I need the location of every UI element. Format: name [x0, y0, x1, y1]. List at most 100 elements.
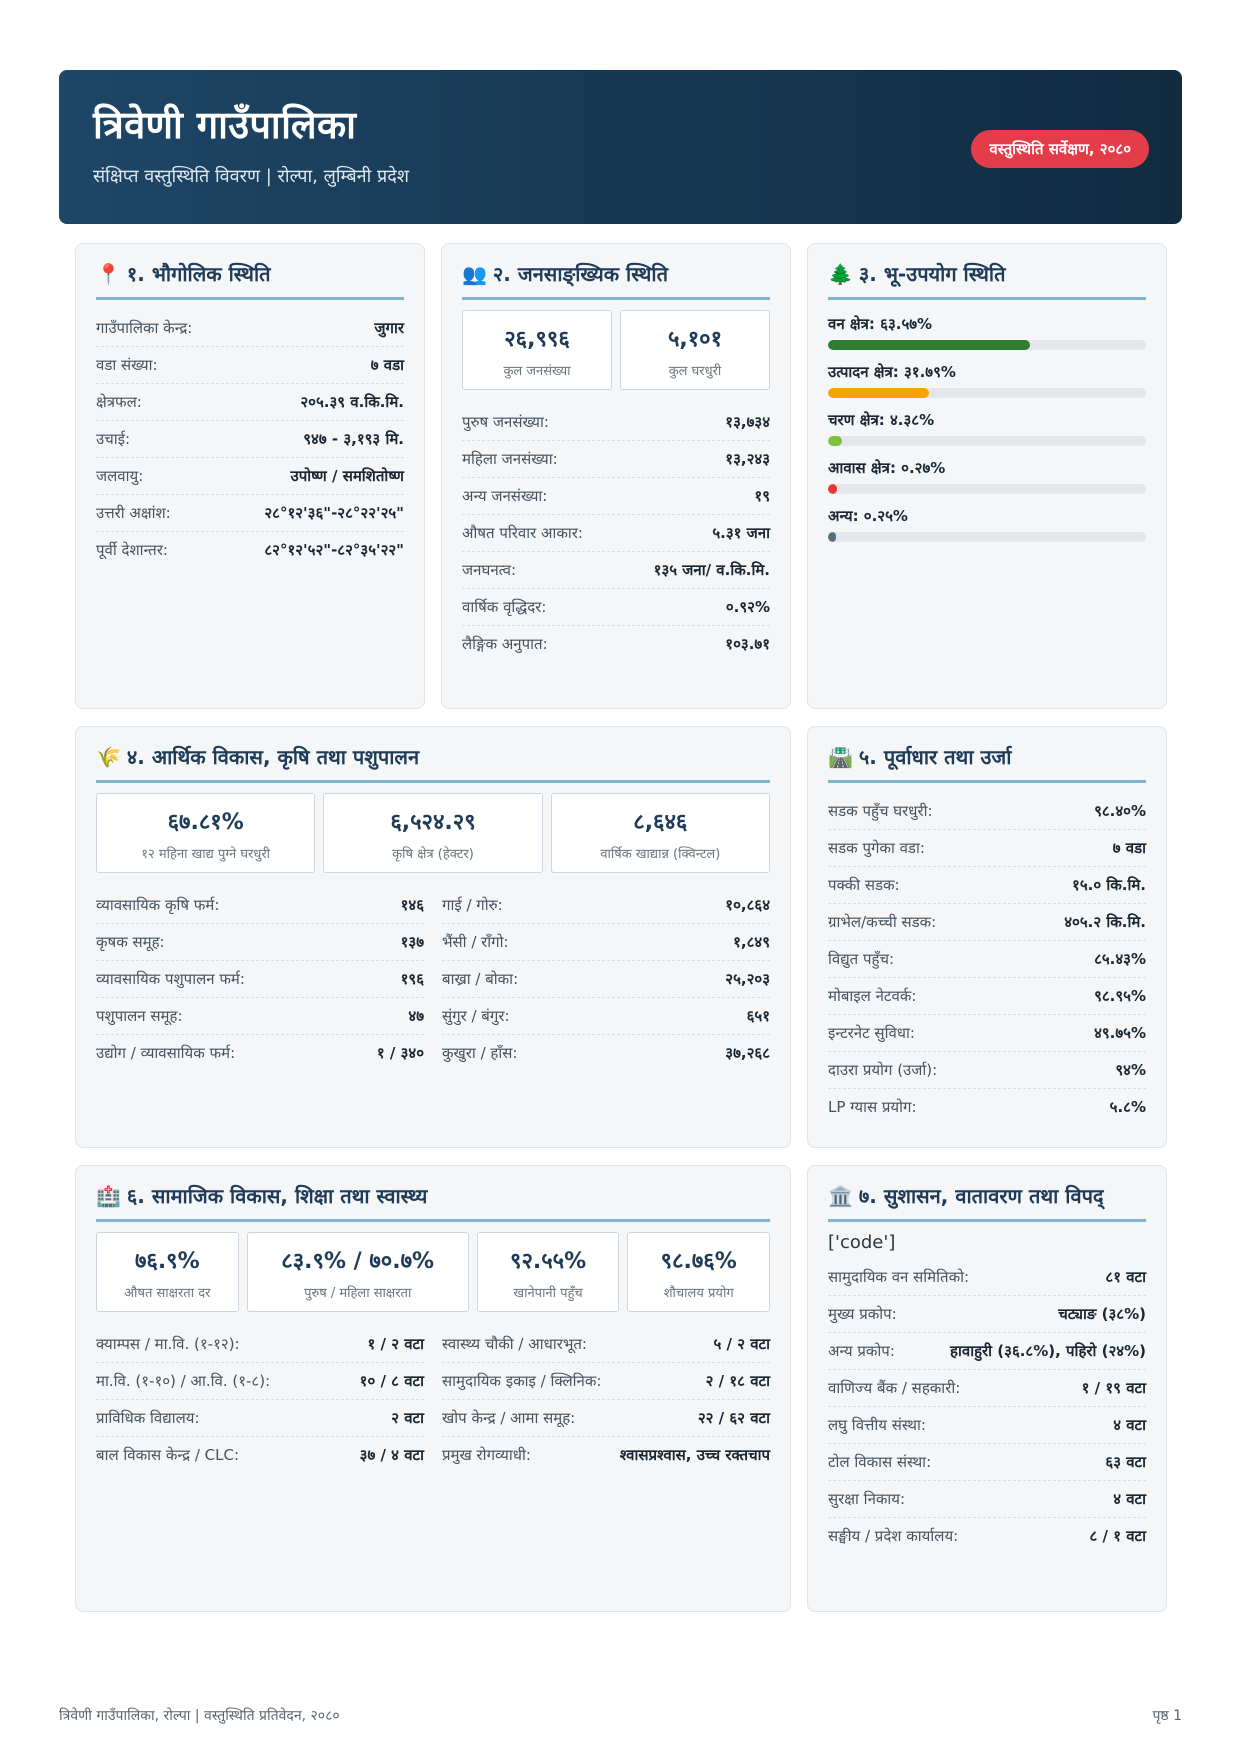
info-row: प्रमुख रोगव्याधी: श्वासप्रश्वास, उच्च रक्…: [442, 1437, 770, 1473]
info-row: टोल विकास संस्था: ६३ वटा: [828, 1444, 1146, 1481]
info-row: कुखुरा / हाँस: ३७,२६८: [442, 1035, 770, 1071]
info-label: सुरक्षा निकाय:: [828, 1490, 906, 1508]
info-row: सामुदायिक इकाइ / क्लिनिक: २ / १८ वटा: [442, 1363, 770, 1400]
info-label: सुंगुर / बंगुर:: [442, 1007, 510, 1025]
land-use-card: 🌲 ३. भू-उपयोग स्थिति वन क्षेत्र: ६३.५७% उत…: [807, 243, 1167, 709]
tree-icon: 🌲: [828, 262, 853, 286]
info-value: २५,२०३: [725, 970, 770, 988]
governance-title: 🏛️ ७. सुशासन, वातावरण तथा विपद्: [828, 1182, 1146, 1222]
info-row: खोप केन्द्र / आमा समूह: २२ / ६२ वटा: [442, 1400, 770, 1437]
info-label: गाई / गोरु:: [442, 896, 503, 914]
info-row: LP ग्यास प्रयोग: ५.८%: [828, 1089, 1146, 1125]
info-value: १३७: [400, 933, 424, 951]
info-label: वडा संख्या:: [96, 356, 158, 374]
info-row: इन्टरनेट सुविधा: ४९.७५%: [828, 1015, 1146, 1052]
info-row: गाई / गोरु: १०,८६४: [442, 887, 770, 924]
info-row: सङ्घीय / प्रदेश कार्यालय: ८ / १ वटा: [828, 1518, 1146, 1554]
stat-value: ६,५२४.२९: [390, 810, 476, 835]
infrastructure-list: सडक पहुँच घरधुरी: ९८.४०% सडक पुगेका वडा: ७ …: [828, 793, 1146, 1125]
info-label: अन्य प्रकोप:: [828, 1342, 895, 1360]
stat-box: ९८.७६% शौचालय प्रयोग: [627, 1232, 770, 1312]
info-value: ०.९२%: [725, 598, 770, 616]
stat-value: ५,१०१: [667, 327, 723, 352]
land-use-item: अन्य: ०.२५%: [828, 506, 1146, 542]
land-use-bars: वन क्षेत्र: ६३.५७% उत्पादन क्षेत्र: ३१.७९…: [828, 314, 1146, 542]
info-value: ५.३१ जना: [712, 524, 770, 542]
info-label: बाख्रा / बोका:: [442, 970, 519, 988]
economy-list-left: व्यावसायिक कृषि फर्म: १४६ कृषक समूह: १३७ व्य…: [96, 887, 424, 1071]
info-row: उद्योग / व्यावसायिक फर्म: १ / ३४०: [96, 1035, 424, 1071]
info-label: सामुदायिक वन समितिको:: [828, 1268, 970, 1286]
stat-box: ५,१०१ कुल घरधुरी: [620, 310, 770, 390]
info-label: उचाई:: [96, 430, 131, 448]
info-label: जनघनत्व:: [462, 561, 517, 579]
wheat-icon: 🌾: [96, 745, 121, 769]
demography-list: पुरुष जनसंख्या: १३,७३४ महिला जनसंख्या: १३,२…: [462, 404, 770, 662]
info-value: १० / ८ वटा: [359, 1372, 424, 1390]
info-value: ६३ वटा: [1105, 1453, 1146, 1471]
social-card: 🏥 ६. सामाजिक विकास, शिक्षा तथा स्वास्थ्य …: [75, 1165, 791, 1612]
info-value: १ / २ वटा: [367, 1335, 424, 1353]
land-use-bar-fill: [828, 388, 930, 398]
stat-value: ९८.७६%: [660, 1249, 737, 1274]
road-icon: 🛣️: [828, 745, 853, 769]
info-label: मोबाइल नेटवर्क:: [828, 987, 917, 1005]
info-label: महिला जनसंख्या:: [462, 450, 558, 468]
info-value: १५.० कि.मि.: [1072, 876, 1146, 894]
stat-label: औषत साक्षरता दर: [124, 1286, 211, 1301]
governance-list: सामुदायिक वन समितिको: ८१ वटा मुख्य प्रकोप:…: [828, 1259, 1146, 1554]
stat-label: कृषि क्षेत्र (हेक्टर): [392, 847, 474, 862]
info-label: भैंसी / राँगो:: [442, 933, 509, 951]
page-subtitle: संक्षिप्त वस्तुस्थिति विवरण | रोल्पा, लु…: [93, 166, 410, 187]
land-use-label: उत्पादन क्षेत्र: ३१.७९%: [828, 363, 956, 381]
info-row: प्राविधिक विद्यालय: २ वटा: [96, 1400, 424, 1437]
info-value: ९८.९५%: [1094, 987, 1146, 1005]
info-value: १०,८६४: [725, 896, 770, 914]
page-title: त्रिवेणी गाउँपालिका: [93, 103, 357, 147]
info-value: ३७ / ४ वटा: [359, 1446, 424, 1464]
info-value: १३५ जना/ व.कि.मि.: [653, 561, 770, 579]
info-value: १९६: [400, 970, 424, 988]
info-row: उचाई: ९४७ - ३,१९३ मि.: [96, 421, 404, 458]
land-use-label: आवास क्षेत्र: ०.२७%: [828, 459, 946, 477]
info-row: सुरक्षा निकाय: ४ वटा: [828, 1481, 1146, 1518]
info-value: ८२°१२'५२"-८२°३५'२२": [264, 541, 404, 559]
info-row: मोबाइल नेटवर्क: ९८.९५%: [828, 978, 1146, 1015]
info-row: वार्षिक वृद्धिदर: ०.९२%: [462, 589, 770, 626]
info-label: सामुदायिक इकाइ / क्लिनिक:: [442, 1372, 602, 1390]
social-title: 🏥 ६. सामाजिक विकास, शिक्षा तथा स्वास्थ्य: [96, 1182, 770, 1222]
info-label: मुख्य प्रकोप:: [828, 1305, 897, 1323]
info-row: व्यावसायिक कृषि फर्म: १४६: [96, 887, 424, 924]
info-row: मा.वि. (१-१०) / आ.वि. (१-८): १० / ८ वटा: [96, 1363, 424, 1400]
stat-value: ६७.८१%: [167, 810, 244, 835]
stat-value: ८,६४६: [633, 810, 688, 835]
info-label: सडक पुगेका वडा:: [828, 839, 925, 857]
info-row: सडक पुगेका वडा: ७ वडा: [828, 830, 1146, 867]
info-label: खोप केन्द्र / आमा समूह:: [442, 1409, 576, 1427]
info-label: उत्तरी अक्षांश:: [96, 504, 171, 522]
info-value: ९४%: [1115, 1061, 1146, 1079]
code-placeholder: ['code']: [828, 1232, 896, 1253]
info-label: कुखुरा / हाँस:: [442, 1044, 518, 1062]
info-value: २८°१२'३६"-२८°२२'२५": [264, 504, 404, 522]
stat-label: पुरुष / महिला साक्षरता: [304, 1286, 412, 1301]
info-row: सडक पहुँच घरधुरी: ९८.४०%: [828, 793, 1146, 830]
info-label: टोल विकास संस्था:: [828, 1453, 932, 1471]
info-label: क्षेत्रफल:: [96, 393, 142, 411]
economy-card: 🌾 ४. आर्थिक विकास, कृषि तथा पशुपालन ६७.८१…: [75, 726, 791, 1148]
info-value: ९४७ - ३,१९३ मि.: [303, 430, 404, 448]
land-use-item: चरण क्षेत्र: ४.३८%: [828, 410, 1146, 446]
stat-box: ८३.९% / ७०.७% पुरुष / महिला साक्षरता: [246, 1232, 469, 1312]
info-value: ४ वटा: [1113, 1416, 1146, 1434]
land-use-bar-fill: [828, 340, 1031, 350]
stat-box: ६७.८१% १२ महिना खाद्य पुग्ने घरधुरी: [96, 793, 316, 873]
info-label: दाउरा प्रयोग (उर्जा):: [828, 1061, 938, 1079]
economy-stats: ६७.८१% १२ महिना खाद्य पुग्ने घरधुरी ६,५२४.…: [96, 793, 770, 873]
building-icon: 🏛️: [828, 1184, 853, 1208]
info-value: १३,७३४: [725, 413, 770, 431]
info-row: वडा संख्या: ७ वडा: [96, 347, 404, 384]
info-value: २ वटा: [391, 1409, 424, 1427]
stat-label: खानेपानी पहुँच: [513, 1286, 583, 1301]
social-list-left: क्याम्पस / मा.वि. (१-१२): १ / २ वटा मा.वि.…: [96, 1326, 424, 1473]
info-row: भैंसी / राँगो: १,८४९: [442, 924, 770, 961]
